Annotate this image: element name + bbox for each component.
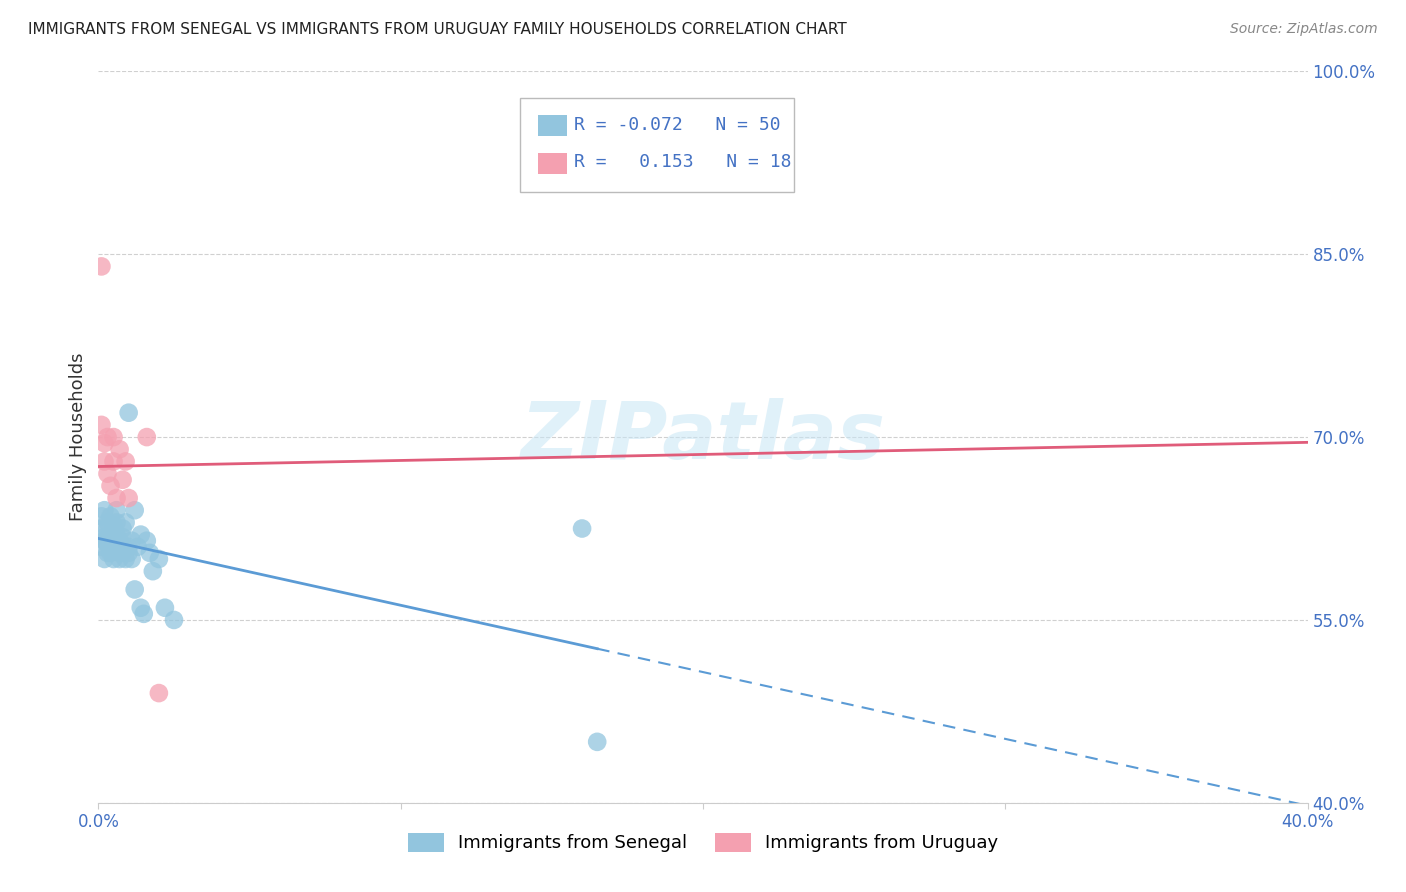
Point	[90, 260, 112, 274]
Point	[96, 516, 118, 530]
Point	[586, 735, 609, 749]
Point	[142, 564, 165, 578]
Point	[118, 406, 141, 420]
Point	[103, 430, 125, 444]
Point	[96, 430, 118, 444]
Point	[93, 530, 115, 544]
Text: R = -0.072   N = 50: R = -0.072 N = 50	[574, 116, 780, 134]
Point	[108, 442, 131, 457]
Point	[100, 533, 122, 548]
Text: Source: ZipAtlas.com: Source: ZipAtlas.com	[1230, 22, 1378, 37]
Point	[96, 467, 118, 481]
Point	[105, 491, 128, 505]
Point	[108, 552, 131, 566]
Point	[100, 509, 122, 524]
Point	[103, 552, 125, 566]
Point	[96, 546, 118, 560]
Point	[139, 546, 162, 560]
Point	[90, 540, 112, 554]
Text: IMMIGRANTS FROM SENEGAL VS IMMIGRANTS FROM URUGUAY FAMILY HOUSEHOLDS CORRELATION: IMMIGRANTS FROM SENEGAL VS IMMIGRANTS FR…	[28, 22, 846, 37]
Point	[93, 436, 115, 450]
Point	[135, 430, 157, 444]
Text: ZIPatlas: ZIPatlas	[520, 398, 886, 476]
Text: R =   0.153   N = 18: R = 0.153 N = 18	[574, 153, 792, 171]
Point	[163, 613, 186, 627]
Point	[96, 537, 118, 551]
Point	[103, 530, 125, 544]
Point	[127, 540, 149, 554]
Point	[111, 546, 134, 560]
Point	[105, 516, 128, 530]
Point	[121, 552, 143, 566]
Point	[111, 521, 134, 535]
Legend: Immigrants from Senegal, Immigrants from Uruguay: Immigrants from Senegal, Immigrants from…	[401, 826, 1005, 860]
Point	[90, 509, 112, 524]
Point	[105, 527, 128, 541]
Point	[124, 503, 146, 517]
Point	[93, 552, 115, 566]
Point	[148, 552, 170, 566]
Point	[100, 479, 122, 493]
Point	[93, 533, 115, 548]
Point	[118, 540, 141, 554]
Point	[108, 546, 131, 560]
Point	[153, 600, 176, 615]
Y-axis label: Family Households: Family Households	[69, 353, 87, 521]
Point	[148, 686, 170, 700]
Point	[103, 454, 125, 468]
Point	[103, 542, 125, 557]
Point	[114, 516, 136, 530]
Point	[90, 417, 112, 432]
Point	[571, 521, 593, 535]
Point	[114, 454, 136, 468]
Point	[111, 530, 134, 544]
Point	[118, 546, 141, 560]
Point	[118, 491, 141, 505]
Point	[100, 546, 122, 560]
Point	[129, 600, 152, 615]
Point	[93, 503, 115, 517]
Point	[100, 527, 122, 541]
Point	[93, 454, 115, 468]
Point	[105, 540, 128, 554]
Point	[132, 607, 155, 621]
Point	[114, 552, 136, 566]
Point	[103, 517, 125, 532]
Point	[96, 521, 118, 535]
Point	[108, 533, 131, 548]
Point	[121, 533, 143, 548]
Point	[135, 533, 157, 548]
Point	[111, 473, 134, 487]
Point	[124, 582, 146, 597]
Point	[90, 521, 112, 535]
Point	[129, 527, 152, 541]
Point	[105, 503, 128, 517]
